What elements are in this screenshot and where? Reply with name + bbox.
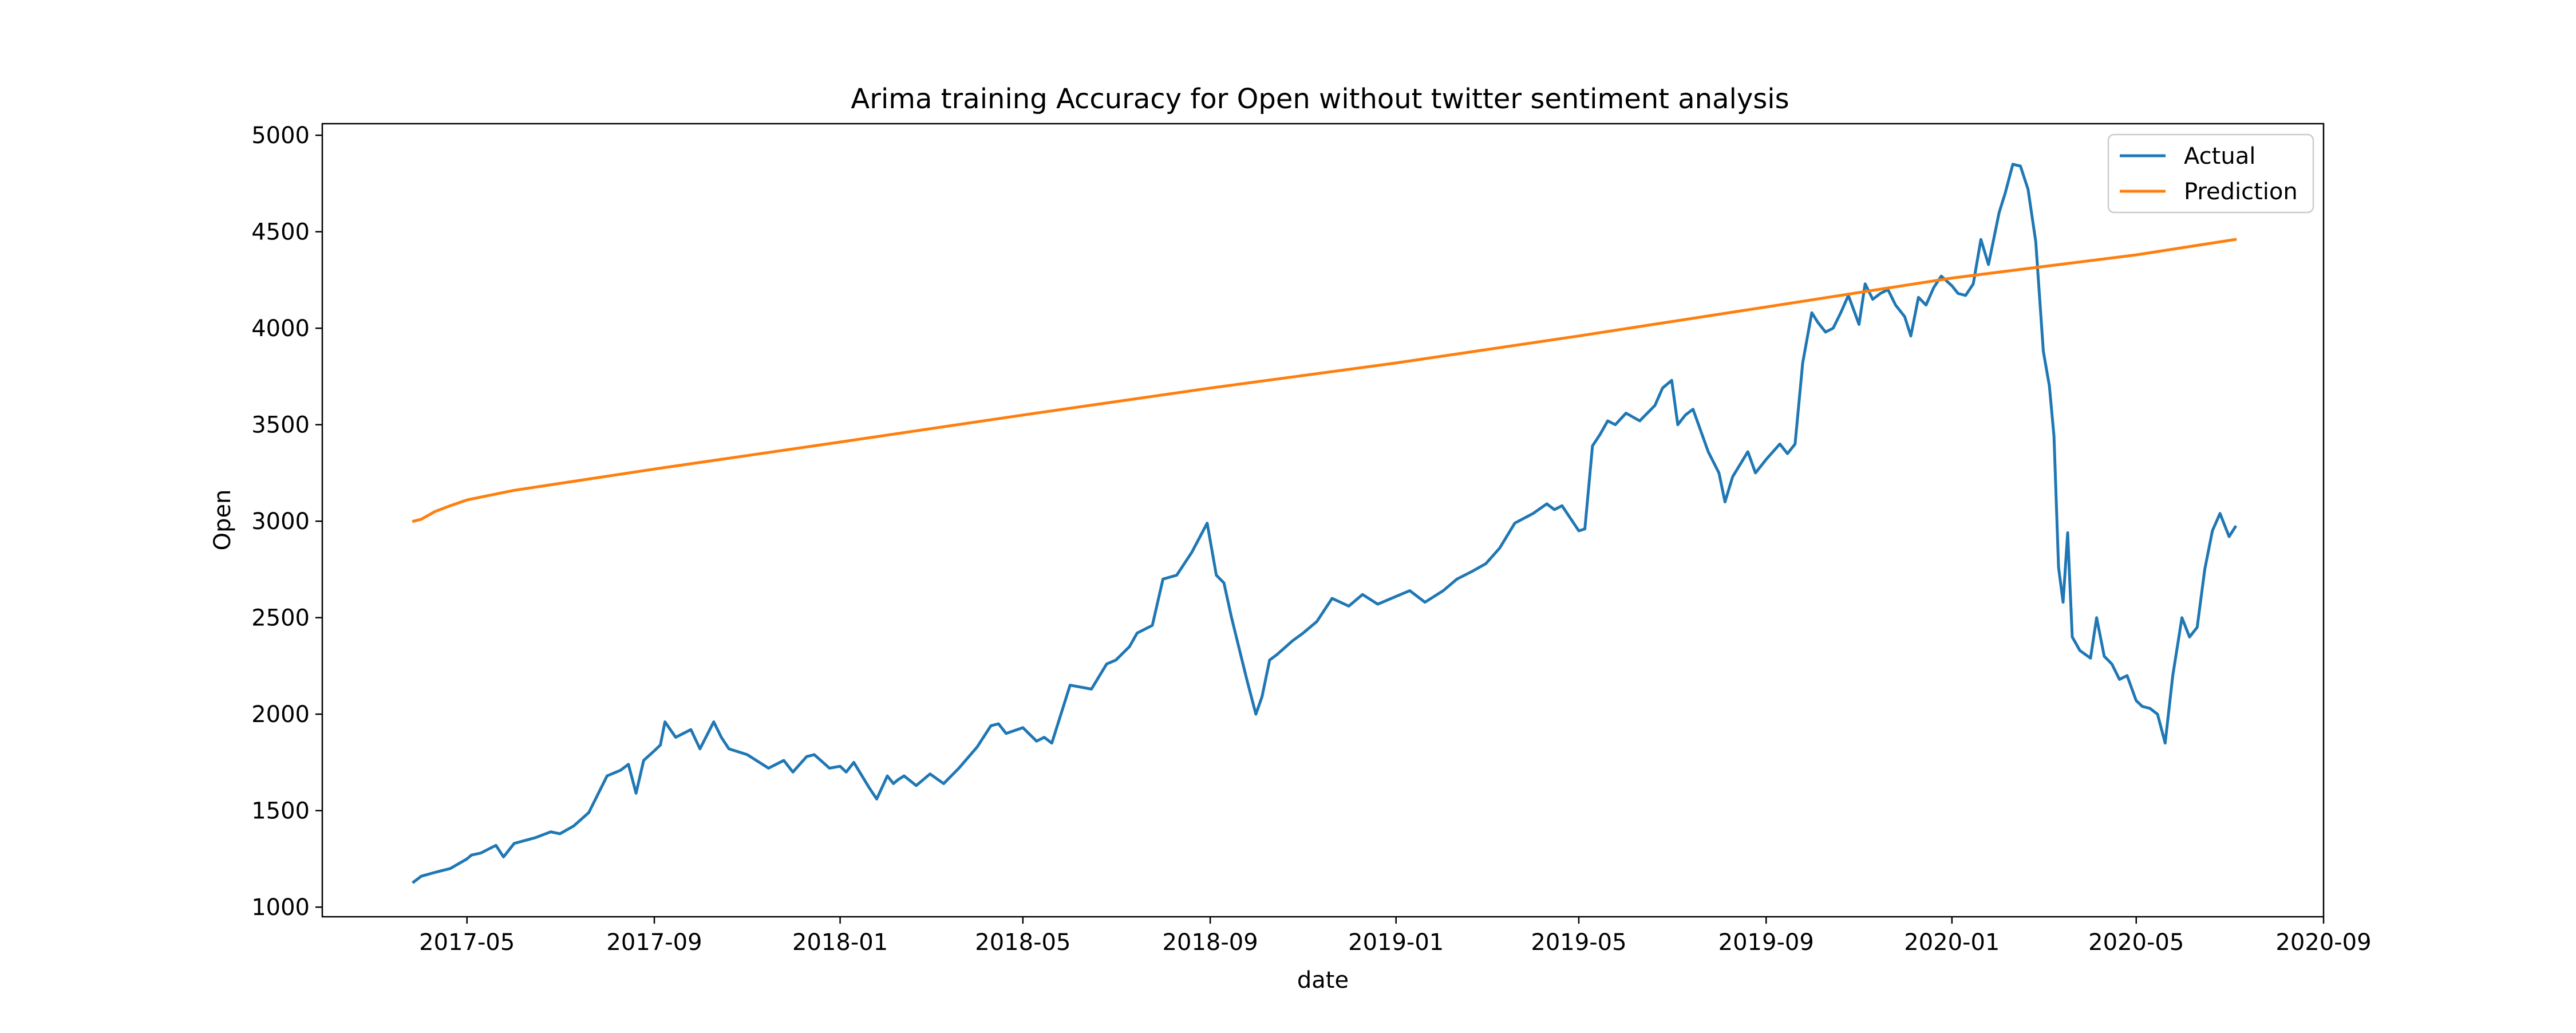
x-tick-label: 2020-01 xyxy=(1904,929,2000,956)
legend-box xyxy=(2107,133,2314,214)
y-tick-label: 2500 xyxy=(251,605,310,632)
y-tick-label: 4000 xyxy=(251,316,310,342)
chart-title: Arima training Accuracy for Open without… xyxy=(851,83,1789,115)
plot-area xyxy=(322,124,2324,917)
y-tick-label: 1500 xyxy=(251,798,310,825)
x-tick-label: 2019-09 xyxy=(1718,929,1814,956)
x-tick-label: 2020-09 xyxy=(2275,929,2371,956)
y-axis: 1000 1500 2000 2500 3000 3500 4000 4500 5000 xyxy=(251,123,322,921)
legend-label-prediction: Prediction xyxy=(2184,179,2298,205)
y-tick-label: 3500 xyxy=(251,412,310,439)
x-tick-label: 2019-05 xyxy=(1531,929,1626,956)
y-axis-label: Open xyxy=(210,490,236,551)
x-tick-label: 2020-05 xyxy=(2088,929,2184,956)
plot-background xyxy=(322,124,2324,917)
plot-frame xyxy=(321,123,2325,918)
legend-label-actual: Actual xyxy=(2184,143,2255,169)
x-axis: 2017-05 2017-09 2018-01 2018-05 2018-09 2019-… xyxy=(419,917,2372,956)
x-tick-label: 2018-01 xyxy=(792,929,888,956)
x-axis-label: date xyxy=(1297,967,1349,993)
y-tick-label: 3000 xyxy=(251,508,310,535)
x-tick-label: 2017-09 xyxy=(606,929,702,956)
y-tick-label: 2000 xyxy=(251,701,310,728)
series-line-actual xyxy=(412,163,2238,884)
series-line-prediction xyxy=(412,238,2237,523)
y-tick-label: 5000 xyxy=(251,123,310,149)
series-layer xyxy=(412,163,2238,884)
x-tick-label: 2019-01 xyxy=(1348,929,1444,956)
legend: Actual Prediction xyxy=(2107,133,2314,214)
x-tick-label: 2018-09 xyxy=(1163,929,1258,956)
y-tick-label: 4500 xyxy=(251,219,310,246)
y-tick-label: 1000 xyxy=(251,894,310,921)
x-tick-label: 2017-05 xyxy=(419,929,515,956)
x-tick-label: 2018-05 xyxy=(975,929,1070,956)
